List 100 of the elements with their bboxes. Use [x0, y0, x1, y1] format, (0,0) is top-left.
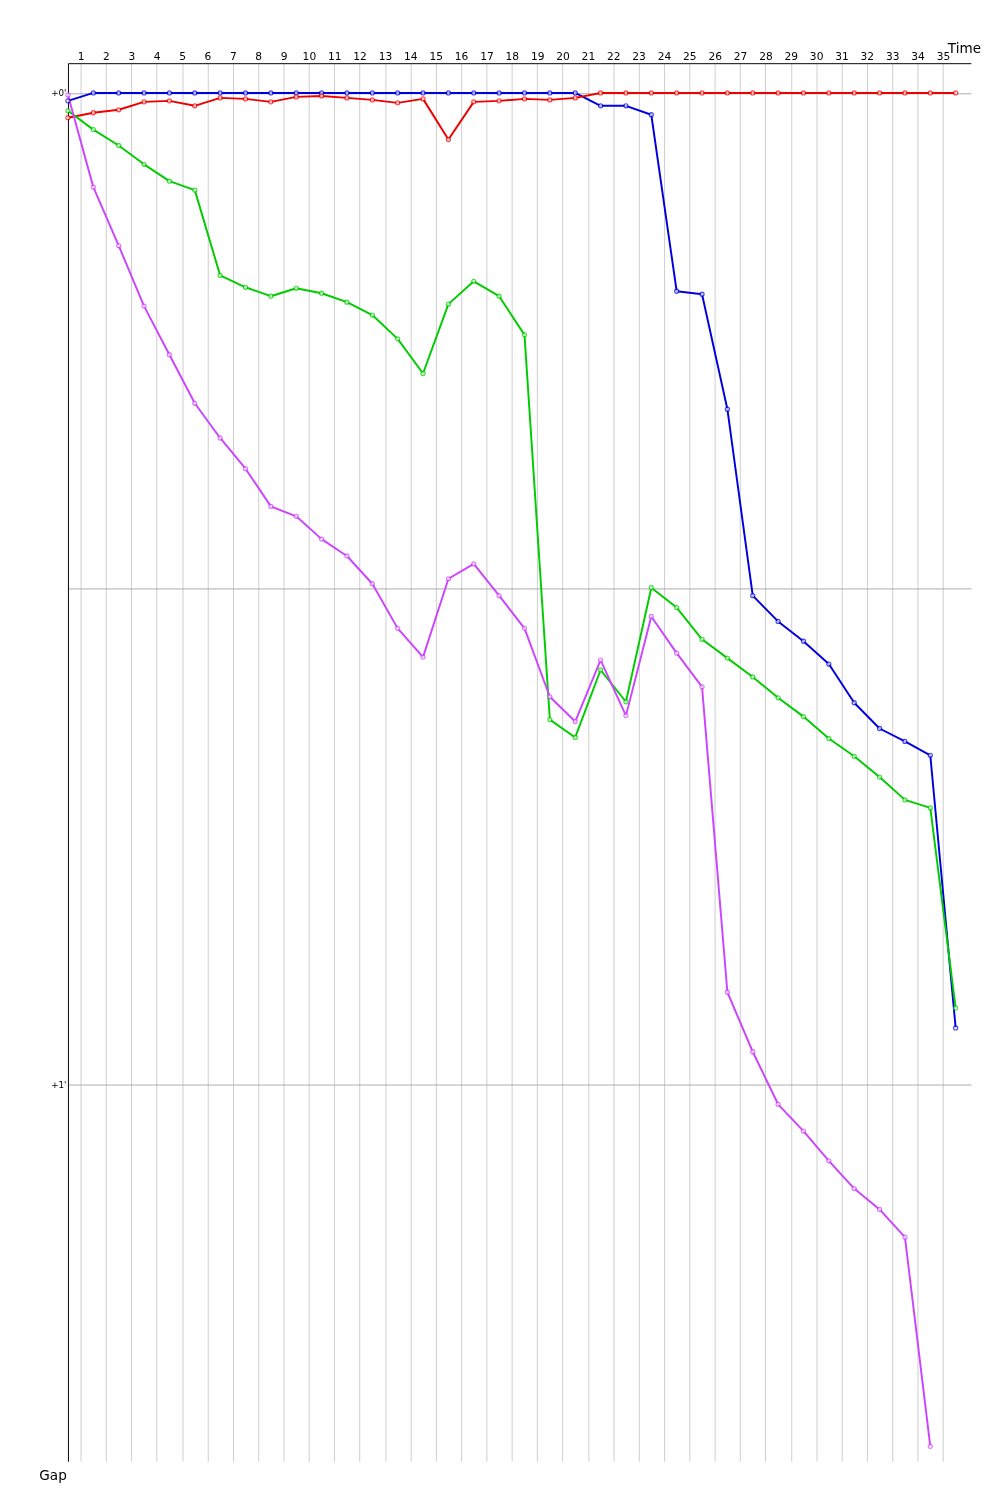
x-tick-label: 3	[128, 49, 136, 63]
point	[369, 90, 375, 96]
point	[268, 90, 274, 96]
point	[800, 90, 807, 96]
point	[217, 435, 223, 441]
point	[927, 805, 933, 811]
point	[648, 112, 654, 118]
point	[217, 95, 223, 101]
point	[496, 98, 502, 104]
x-tick-label: 27	[733, 49, 748, 63]
point	[293, 513, 299, 519]
point	[344, 90, 350, 96]
point	[166, 352, 173, 358]
point	[268, 99, 274, 105]
x-tick-label: 12	[353, 49, 367, 63]
point	[116, 142, 122, 149]
point	[242, 90, 249, 96]
point	[293, 285, 299, 291]
point	[699, 90, 705, 96]
x-tick-label: 5	[179, 49, 186, 63]
point	[674, 90, 680, 96]
point	[750, 1049, 756, 1055]
point	[318, 536, 325, 542]
point	[395, 625, 401, 632]
point	[750, 674, 756, 680]
x-tick-label: 19	[530, 49, 545, 63]
point	[648, 585, 654, 591]
point	[597, 90, 604, 96]
point	[826, 90, 832, 96]
point	[724, 655, 731, 661]
point	[775, 618, 781, 625]
x-tick-label: 14	[404, 49, 418, 63]
point	[90, 126, 96, 133]
point	[750, 593, 756, 599]
point	[724, 90, 731, 96]
point	[521, 90, 528, 96]
point	[166, 90, 173, 96]
point	[521, 625, 528, 632]
x-tick-label: 6	[204, 49, 212, 63]
point	[851, 700, 857, 706]
point	[369, 581, 375, 587]
point	[623, 699, 629, 705]
point	[775, 695, 781, 701]
point	[166, 178, 173, 184]
point	[496, 593, 502, 599]
point	[141, 99, 147, 105]
x-tick-label: 21	[581, 49, 596, 63]
point	[445, 136, 452, 143]
point	[902, 797, 908, 803]
x-tick-label: 1	[77, 49, 85, 63]
point	[547, 97, 553, 103]
point	[699, 684, 705, 690]
point	[623, 90, 629, 96]
point	[496, 90, 502, 96]
point	[116, 242, 122, 249]
point	[420, 654, 426, 660]
point	[927, 1443, 933, 1450]
x-tick-label: 10	[302, 49, 317, 63]
point	[902, 90, 908, 96]
x-tick-label: 18	[505, 49, 520, 63]
point	[344, 553, 350, 559]
point	[623, 103, 629, 109]
x-tick-label: 20	[556, 49, 571, 63]
x-tick-label: 11	[327, 49, 342, 63]
x-tick-label: 8	[255, 49, 263, 63]
x-tick-label: 30	[809, 49, 824, 63]
point	[876, 1206, 883, 1213]
y-tick-label: +0'	[51, 88, 67, 99]
point	[597, 657, 604, 663]
x-tick-label: 32	[860, 49, 875, 63]
point	[420, 96, 426, 102]
point	[826, 735, 832, 742]
point	[268, 293, 274, 299]
point	[902, 738, 908, 745]
point	[293, 90, 299, 96]
point	[420, 370, 426, 377]
point	[800, 713, 807, 720]
x-tick-label: 25	[683, 49, 697, 63]
point	[699, 636, 705, 642]
point	[242, 96, 249, 102]
point	[369, 312, 375, 318]
point	[471, 90, 477, 96]
x-tick-label: 13	[378, 49, 393, 63]
point	[927, 752, 933, 758]
point	[674, 604, 680, 611]
point	[826, 1158, 832, 1164]
point	[420, 90, 426, 96]
point	[192, 400, 198, 406]
point	[826, 661, 832, 667]
point	[268, 503, 274, 510]
point	[547, 90, 553, 96]
point	[90, 110, 96, 116]
x-tick-label: 17	[480, 49, 494, 63]
point	[572, 90, 578, 96]
point	[547, 716, 553, 723]
point	[851, 1185, 857, 1192]
point	[293, 94, 299, 100]
point	[318, 290, 325, 296]
point	[851, 753, 857, 759]
point	[648, 90, 654, 96]
